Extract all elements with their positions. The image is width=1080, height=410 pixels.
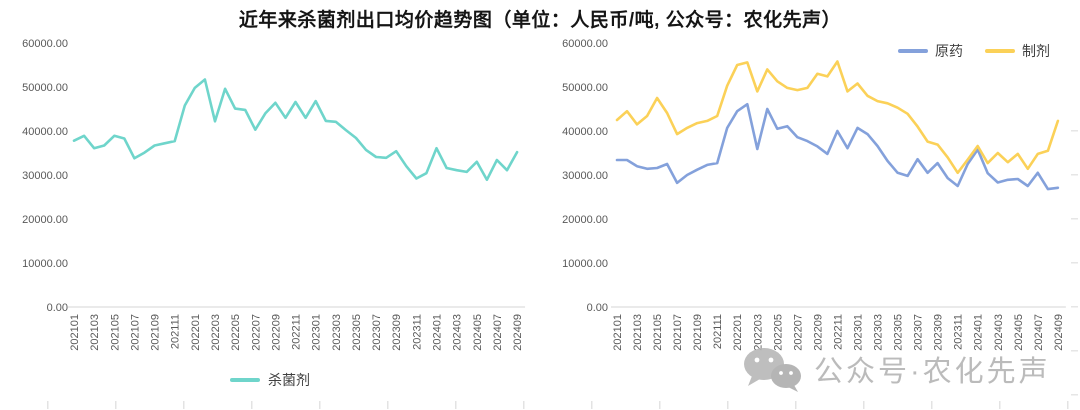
x-axis-tick-label: 202401 bbox=[973, 314, 985, 351]
x-axis-tick-label: 202207 bbox=[792, 314, 804, 351]
y-axis-tick-label: 0.00 bbox=[47, 302, 68, 314]
charts-canvas: 0.00 10000.00 20000.00 30000.00 40000.00 5000… bbox=[22, 38, 1066, 351]
x-axis-tick-label: 202103 bbox=[89, 314, 101, 351]
y-axis-tick-label: 40000.00 bbox=[562, 126, 608, 138]
x-axis-tick-label: 202301 bbox=[311, 314, 323, 351]
watermark: 公众号·农化先声 bbox=[742, 346, 1051, 392]
fungicide-legend-label: 杀菌剂 bbox=[268, 372, 310, 388]
x-axis-tick-label: 202409 bbox=[1053, 314, 1065, 351]
x-axis-tick-label: 202303 bbox=[331, 314, 343, 351]
x-axis-tick-label: 202405 bbox=[1013, 314, 1025, 351]
y-axis-tick-label: 60000.00 bbox=[22, 38, 68, 50]
x-axis-tick-label: 202309 bbox=[391, 314, 403, 351]
fungicide-legend-swatch bbox=[230, 378, 260, 382]
y-axis-tick-label: 30000.00 bbox=[562, 170, 608, 182]
left-chart-legend: 杀菌剂 bbox=[0, 370, 540, 390]
x-axis-tick-label: 202203 bbox=[752, 314, 764, 351]
y-axis-tick-label: 20000.00 bbox=[22, 214, 68, 226]
watermark-text: 公众号·农化先声 bbox=[814, 356, 1051, 388]
bottom-grid-ticks bbox=[47, 401, 1080, 409]
杀菌剂-line bbox=[72, 78, 519, 182]
legend-item-api: 原药 bbox=[898, 41, 963, 61]
制剂-line bbox=[615, 60, 1060, 175]
y-axis-tick-label: 20000.00 bbox=[562, 214, 608, 226]
原药-line bbox=[615, 102, 1060, 191]
x-axis-tick-label: 202403 bbox=[993, 314, 1005, 351]
y-axis-tick-label: 50000.00 bbox=[22, 82, 68, 94]
x-axis-tick-label: 202311 bbox=[411, 314, 423, 350]
x-axis-tick-label: 202407 bbox=[492, 314, 504, 351]
y-axis-tick-label: 60000.00 bbox=[562, 38, 608, 50]
formulation-legend-swatch bbox=[985, 49, 1015, 53]
x-axis-tick-label: 202109 bbox=[692, 314, 704, 351]
x-axis-tick-label: 202305 bbox=[893, 314, 905, 351]
y-axis-tick-label: 30000.00 bbox=[22, 170, 68, 182]
x-axis-tick-label: 202105 bbox=[109, 314, 121, 351]
x-axis-tick-label: 202111 bbox=[170, 314, 182, 349]
x-axis-tick-label: 202405 bbox=[472, 314, 484, 351]
x-axis-tick-label: 202111 bbox=[712, 314, 724, 349]
right-chart-legend: 原药 制剂 bbox=[898, 41, 1064, 61]
x-axis-tick-label: 202201 bbox=[732, 314, 744, 351]
x-axis-tick-label: 202211 bbox=[291, 314, 303, 350]
x-axis-tick-label: 202101 bbox=[69, 314, 81, 351]
right-grid-ticks bbox=[1071, 130, 1078, 402]
y-axis-tick-label: 0.00 bbox=[587, 302, 608, 314]
page-title: 近年来杀菌剂出口均价趋势图（单位：人民币/吨, 公众号：农化先声） bbox=[238, 10, 842, 31]
x-axis-tick-label: 202307 bbox=[371, 314, 383, 351]
x-axis-tick-label: 202403 bbox=[452, 314, 464, 351]
x-axis-tick-label: 202107 bbox=[672, 314, 684, 351]
x-axis-tick-label: 202301 bbox=[852, 314, 864, 351]
y-axis-tick-label: 10000.00 bbox=[22, 258, 68, 270]
x-axis-tick-label: 202309 bbox=[933, 314, 945, 351]
x-axis-tick-label: 202409 bbox=[512, 314, 524, 351]
formulation-legend-label: 制剂 bbox=[1022, 43, 1050, 59]
x-axis-tick-label: 202205 bbox=[772, 314, 784, 351]
x-axis-tick-label: 202105 bbox=[652, 314, 664, 351]
api-legend-label: 原药 bbox=[935, 43, 963, 59]
legend-item-formulation: 制剂 bbox=[985, 41, 1050, 61]
x-axis-tick-label: 202211 bbox=[832, 314, 844, 350]
x-axis-tick-label: 202407 bbox=[1033, 314, 1045, 351]
y-axis-tick-label: 10000.00 bbox=[562, 258, 608, 270]
y-axis-tick-label: 40000.00 bbox=[22, 126, 68, 138]
x-axis-tick-label: 202209 bbox=[812, 314, 824, 351]
wechat-icon bbox=[744, 348, 801, 392]
x-axis-tick-label: 202109 bbox=[150, 314, 162, 351]
x-axis-tick-label: 202107 bbox=[129, 314, 141, 351]
x-axis-tick-label: 202103 bbox=[632, 314, 644, 351]
x-axis-tick-label: 202307 bbox=[913, 314, 925, 351]
x-axis-tick-label: 202207 bbox=[250, 314, 262, 351]
x-axis-tick-label: 202205 bbox=[230, 314, 242, 351]
x-axis-tick-label: 202209 bbox=[270, 314, 282, 351]
api-legend-swatch bbox=[898, 49, 928, 53]
x-axis-tick-label: 202401 bbox=[432, 314, 444, 351]
x-axis-tick-label: 202101 bbox=[612, 314, 624, 351]
x-axis-tick-label: 202303 bbox=[873, 314, 885, 351]
x-axis-tick-label: 202201 bbox=[190, 314, 202, 351]
x-axis-tick-label: 202305 bbox=[351, 314, 363, 351]
x-axis-tick-label: 202311 bbox=[953, 314, 965, 350]
y-axis-tick-label: 50000.00 bbox=[562, 82, 608, 94]
x-axis-tick-label: 202203 bbox=[210, 314, 222, 351]
